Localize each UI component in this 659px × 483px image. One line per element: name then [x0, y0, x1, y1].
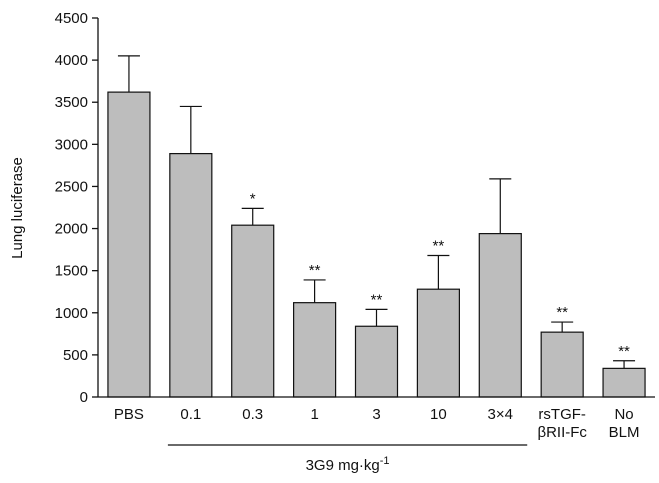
significance-marker: **: [371, 291, 383, 308]
x-tick-label: 3×4: [488, 406, 513, 423]
x-tick-label: 0.3: [242, 406, 263, 423]
bar: [107, 91, 151, 398]
y-tick-label: 0: [80, 389, 88, 406]
bar: [293, 302, 337, 398]
bar: [169, 152, 213, 398]
x-tick-label: rsTGF-βRII-Fc: [537, 406, 587, 441]
y-tick-label: 4000: [55, 52, 88, 69]
y-tick-label: 1000: [55, 305, 88, 322]
bar: [416, 288, 460, 398]
bar: [354, 325, 399, 398]
significance-marker: **: [309, 262, 321, 279]
significance-marker: *: [250, 190, 256, 207]
bar: [231, 224, 275, 398]
bars: ***********: [107, 55, 646, 398]
significance-marker: **: [618, 343, 630, 360]
x-axis: PBS 0.1 0.3 1 3 10 3×4 rsTGF-βRII-Fc No BLM: [98, 396, 655, 441]
y-axis-label: Lung luciferase: [9, 157, 26, 259]
bar: [602, 367, 646, 398]
x-tick-label: No BLM: [609, 406, 640, 441]
y-axis: 0 500 1000 1500 2000 2500 3000 3500 4000 4500: [55, 10, 99, 406]
x-tick-label: 3: [372, 406, 380, 423]
x-tick-label: 10: [430, 406, 447, 423]
group-label: 3G9 mg·kg-1: [306, 455, 390, 474]
bar: [478, 233, 522, 398]
y-tick-label: 500: [63, 347, 88, 364]
significance-marker: **: [556, 304, 568, 321]
x-tick-label: PBS: [114, 406, 144, 423]
x-tick-label: 1: [310, 406, 318, 423]
y-tick-label: 1500: [55, 263, 88, 280]
bar: [540, 331, 584, 398]
y-tick-label: 2000: [55, 221, 88, 238]
group-annotation: 3G9 mg·kg-1: [167, 444, 528, 474]
y-tick-label: 3000: [55, 136, 88, 153]
y-tick-label: 4500: [55, 10, 88, 27]
y-tick-label: 2500: [55, 178, 88, 195]
x-tick-label: 0.1: [180, 406, 201, 423]
y-tick-label: 3500: [55, 94, 88, 111]
significance-marker: **: [433, 238, 445, 255]
